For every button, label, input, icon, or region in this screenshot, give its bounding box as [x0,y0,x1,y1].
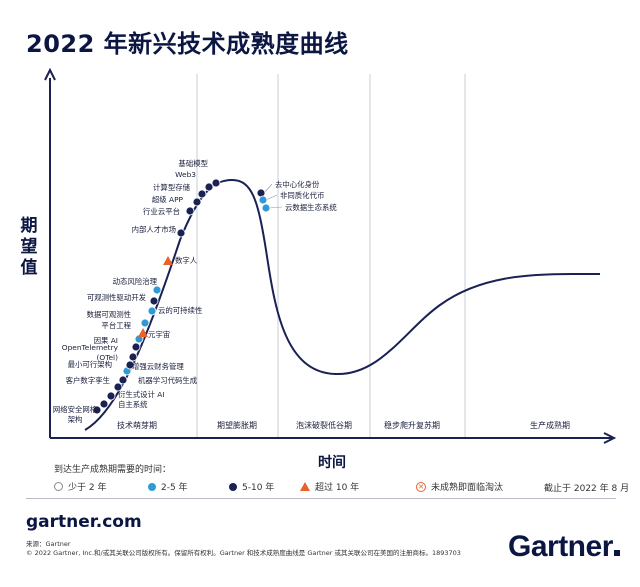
tech-label: 可观测性驱动开发 [87,293,147,302]
blue-circle-icon [148,482,156,491]
tech-label: 数字人 [175,256,198,265]
label-connectors [263,183,283,209]
marker-circle [149,296,159,306]
gartner-logo: Gartner [508,530,620,564]
legend-title: 到达生产成熟期需要的时间： [54,465,172,475]
tech-markers [92,178,271,415]
label-connector [265,194,278,201]
orange-triangle-icon [300,482,310,491]
legend-label: 少于 2 年 [68,483,107,493]
marker-circle [152,285,162,295]
legend-label: 超过 10 年 [315,483,360,493]
marker-circle [140,318,150,328]
x-axis-arrow [603,432,617,444]
marker-circle [204,182,214,192]
tech-label: 元宇宙 [148,330,170,339]
tech-label: 衍生式设计 AI [118,390,165,399]
tech-label: 超级 APP [152,195,184,204]
tech-label: 客户数字孪生 [66,376,110,385]
marker-circle [185,206,195,216]
tech-label: 增强云财务管理 [132,362,184,371]
marker-circle [176,228,186,238]
marker-triangle [163,256,173,265]
phase-dividers [196,74,466,438]
tech-label: 行业云平台 [143,207,180,216]
marker-circle [258,195,268,205]
marker-circle [192,197,202,207]
tech-label: 云的可持续性 [158,306,202,315]
marker-circle [261,203,271,213]
marker-circle [99,399,109,409]
phase-label: 稳步爬升复苏期 [384,420,440,430]
tech-label: 去中心化身份 [275,180,320,189]
hype-curve [84,178,600,431]
tech-label: (OTel) [97,353,119,362]
legend-item-2-5-years: 2-5 年 [148,480,188,493]
marker-triangle [138,328,148,337]
marker-circle [131,342,141,352]
phase-labels: 技术萌芽期 期望膨胀期 泡沫破裂低谷期 稳步爬升复苏期 生产成熟期 [117,420,570,430]
tech-label: 内部人才市场 [132,225,176,234]
tech-label: OpenTelemetry [62,343,119,352]
logo-dot [613,550,620,556]
phase-label: 生产成熟期 [530,420,570,430]
phase-label: 泡沫破裂低谷期 [296,420,352,430]
white-circle-icon [54,482,63,491]
tech-label: Web3 [175,170,196,179]
tech-label: 动态风险治理 [113,277,158,286]
legend-item-under-2-years: 少于 2 年 [54,480,106,493]
marker-circle [197,189,207,199]
tech-label: 网络安全网格 [53,405,98,414]
legend-label: 5-10 年 [242,483,275,493]
marker-circle [125,360,135,370]
marker-circle [113,382,123,392]
as-of-date: 截止于 2022 年 8 月 [544,484,630,494]
crossed-circle-icon: ✕ [416,481,426,492]
legend-label: 2-5 年 [161,483,188,493]
marker-circle [211,178,221,188]
copyright-text: © 2022 Gartner, Inc.和/或其关联公司版权所有。保留所有权利。… [26,549,461,557]
legend-item-obsolete: ✕ 未成熟即面临淘汰 [416,480,503,493]
source-text: 来源：Gartner [26,540,71,548]
tech-label: 最小可行架构 [68,360,112,369]
marker-circle [92,405,102,415]
tech-label: 数据可观测性 [87,310,131,319]
phase-label: 期望膨胀期 [217,420,257,430]
website-link[interactable]: gartner.com [26,512,142,532]
label-connector [268,206,283,209]
tech-label: 平台工程 [101,321,131,330]
tech-label: 架构 [68,415,83,424]
marker-circle [128,352,138,362]
page-title: 2022 年新兴技术成熟度曲线 [26,30,349,58]
legend-label: 未成熟即面临淘汰 [431,483,504,493]
y-axis-label: 期望值 [20,216,38,278]
tech-label: 基础模型 [178,159,208,168]
brand-name: Gartner [508,530,613,563]
marker-circle [118,375,128,385]
navy-circle-icon [229,482,237,491]
chart-axes [44,67,617,444]
tech-label: 自主系统 [118,400,148,409]
y-axis-arrow [44,67,56,81]
divider [26,498,616,499]
marker-circle [147,306,157,316]
legend-item-5-10-years: 5-10 年 [229,480,274,493]
tech-label: 非同质化代币 [280,191,324,200]
tech-label: 机器学习代码生成 [138,376,198,385]
x-axis-label: 时间 [318,455,346,471]
phase-label: 技术萌芽期 [117,420,157,430]
tech-label: 因果 AI [94,336,118,345]
legend-item-over-10-years: 超过 10 年 [300,480,359,493]
tech-label: 计算型存储 [153,183,191,192]
label-connector [263,183,273,194]
tech-label: 云数据生态系统 [285,203,337,212]
marker-circle [106,391,116,401]
